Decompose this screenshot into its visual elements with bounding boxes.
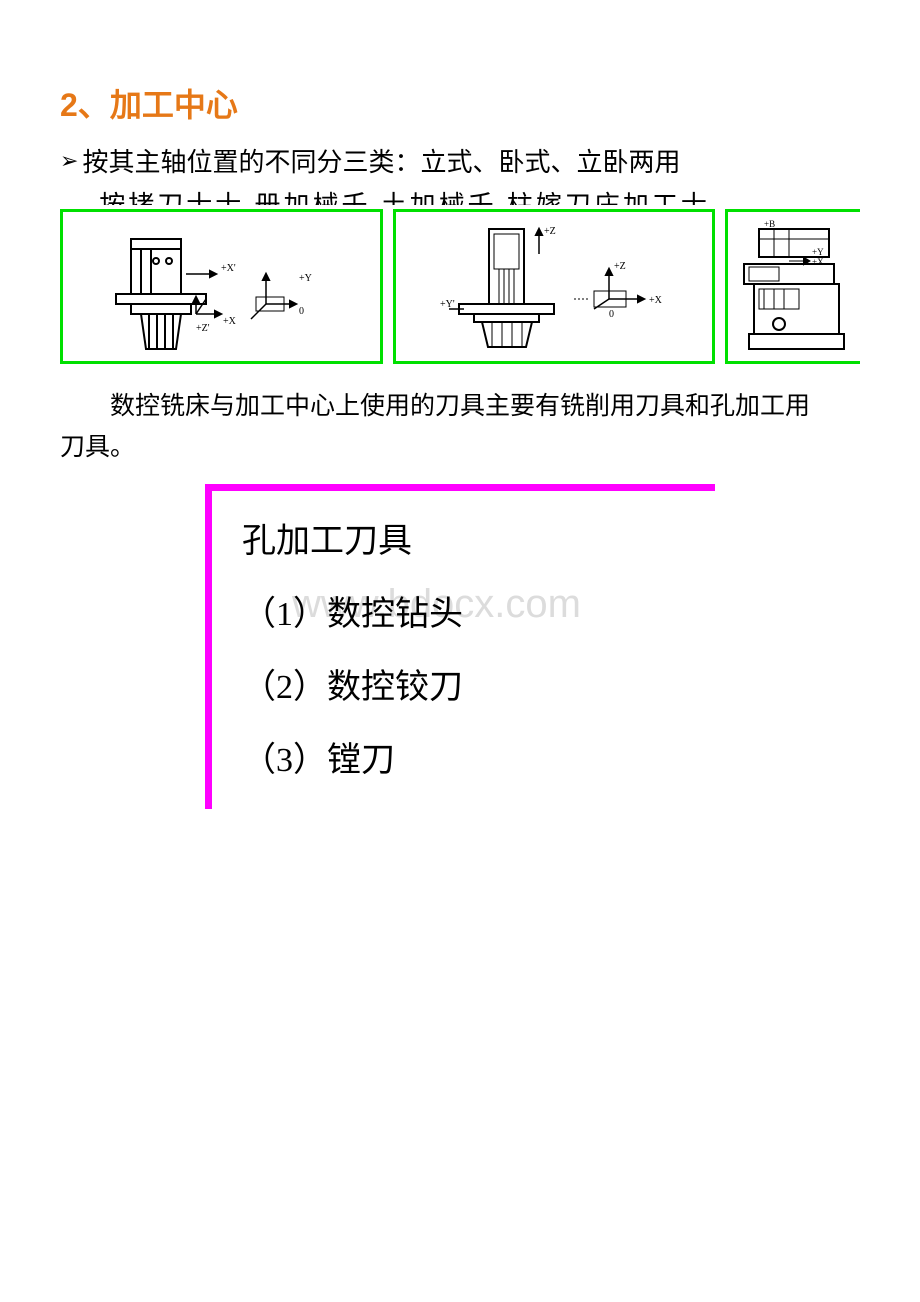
vertical-machine-diagram: +Z +Y' +Z +X 0: [434, 219, 674, 354]
pink-box-item-3-label: （3）镗刀: [242, 742, 395, 779]
svg-text:+Y: +Y: [299, 273, 312, 284]
pink-box-item-1: www.bdocx.com （1）数控钻头: [242, 586, 685, 635]
combined-machine-diagram: +B +Y +X: [734, 219, 854, 354]
svg-text:0: 0: [609, 309, 614, 320]
svg-text:+B: +B: [764, 219, 775, 229]
pink-box-item-2: （2）数控铰刀: [242, 659, 685, 708]
pink-box-wrap: 孔加工刀具 www.bdocx.com （1）数控钻头 （2）数控铰刀 （3）镗…: [60, 484, 860, 809]
subtitle-row: ➢ 按其主轴位置的不同分三类：立式、卧式、立卧两用: [60, 142, 860, 179]
horizontal-machine-diagram: +X' +Z' +X +Y 0: [101, 219, 341, 354]
svg-text:+X: +X: [223, 316, 237, 327]
section-title: 2、加工中心: [60, 80, 860, 126]
diagrams-row: +X' +Z' +X +Y 0: [60, 209, 860, 364]
pink-box-item-1-label: （1）数控钻头: [242, 596, 463, 633]
svg-text:+X': +X': [221, 263, 236, 274]
svg-text:+Z: +Z: [614, 261, 626, 272]
svg-text:+Z: +Z: [544, 226, 556, 237]
svg-text:+Y: +Y: [812, 247, 824, 257]
pink-box: 孔加工刀具 www.bdocx.com （1）数控钻头 （2）数控铰刀 （3）镗…: [205, 484, 715, 809]
subtitle-text: 按其主轴位置的不同分三类：立式、卧式、立卧两用: [82, 142, 680, 179]
cutoff-text-row: 、 按拷刀士士 册加械壬 土加械壬 柱嫁刀庄加工士: [60, 185, 860, 205]
pink-box-item-2-label: （2）数控铰刀: [242, 669, 463, 706]
svg-text:+Z': +Z': [196, 323, 210, 334]
svg-text:+Y': +Y': [440, 299, 455, 310]
svg-text:0: 0: [299, 306, 304, 317]
svg-text:+X: +X: [649, 295, 663, 306]
diagram-box-3: +B +Y +X: [725, 209, 860, 364]
pink-box-item-3: （3）镗刀: [242, 732, 685, 781]
arrow-marker-icon: ➢: [60, 148, 78, 174]
body-text-paragraph: 数控铣床与加工中心上使用的刀具主要有铣削用刀具和孔加工用: [60, 388, 860, 427]
cutoff-text: 、 按拷刀士士 册加械壬 土加械壬 柱嫁刀庄加工士: [60, 190, 710, 205]
diagram-box-1: +X' +Z' +X +Y 0: [60, 209, 383, 364]
body-text-line2: 刀具。: [60, 429, 860, 468]
pink-box-title: 孔加工刀具: [242, 513, 685, 562]
svg-text:+X: +X: [812, 257, 824, 267]
body-text-line1: 数控铣床与加工中心上使用的刀具主要有铣削用刀具和孔加工用: [60, 388, 860, 427]
diagram-box-2: +Z +Y' +Z +X 0: [393, 209, 716, 364]
section-title-text: 加工中心: [110, 87, 238, 123]
section-number: 2、: [60, 87, 110, 123]
